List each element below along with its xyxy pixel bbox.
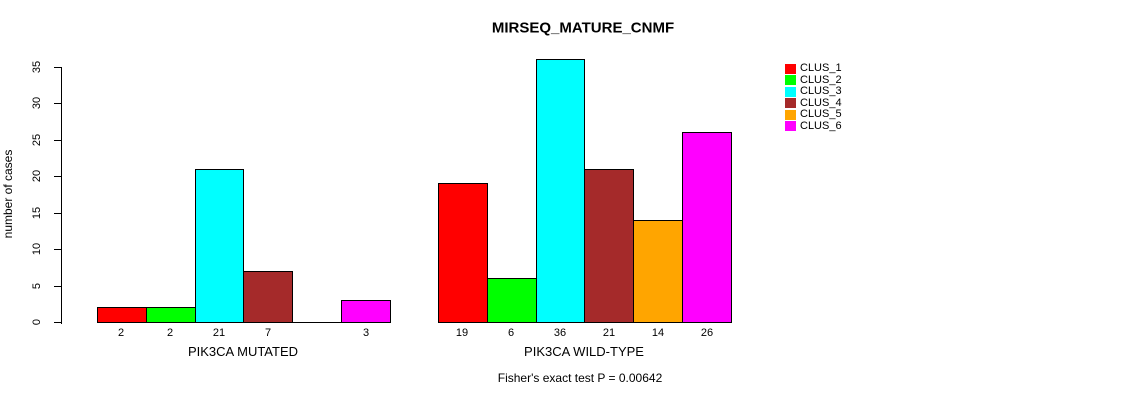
bar-value-label: 26 [700, 327, 714, 339]
y-tick-label: 35 [31, 60, 43, 74]
bar-value-label: 21 [602, 327, 616, 339]
legend-item: CLUS_3 [785, 86, 842, 97]
chart-title: MIRSEQ_MATURE_CNMF [491, 19, 675, 37]
y-tick-label: 15 [31, 206, 43, 220]
bar [682, 132, 732, 323]
legend-item: CLUS_5 [785, 109, 842, 120]
legend-item: CLUS_1 [785, 63, 842, 74]
bar [438, 183, 488, 323]
bar [195, 169, 244, 323]
bar [146, 307, 196, 323]
y-axis-tick [54, 67, 61, 68]
bar-value-label: 21 [212, 327, 226, 339]
bar [487, 278, 537, 323]
group-label: PIK3CA WILD-TYPE [524, 344, 644, 359]
bar [97, 307, 147, 323]
legend: CLUS_1 CLUS_2 CLUS_3 CLUS_4 CLUS_5 CLUS_6 [785, 0, 895, 145]
bar-value-label: 19 [455, 327, 469, 339]
y-tick-label: 0 [31, 318, 43, 326]
legend-swatch [785, 86, 796, 97]
y-axis-tick [54, 249, 61, 250]
y-axis-tick [54, 213, 61, 214]
legend-label: CLUS_4 [800, 96, 842, 109]
bar-value-label: 36 [553, 327, 567, 339]
bar [243, 271, 293, 323]
bar [536, 59, 585, 323]
legend-label: CLUS_2 [800, 73, 842, 86]
legend-label: CLUS_6 [800, 119, 842, 132]
y-tick-label: 5 [31, 282, 43, 290]
y-tick-label: 30 [31, 96, 43, 110]
y-tick-label: 25 [31, 133, 43, 147]
bar-value-label: 6 [507, 327, 515, 339]
legend-item: CLUS_2 [785, 73, 842, 86]
y-axis-tick [54, 140, 61, 141]
bar-value-label: 2 [166, 327, 174, 339]
group-label: PIK3CA MUTATED [187, 344, 299, 359]
y-axis-tick [54, 103, 61, 104]
legend-swatch [785, 121, 796, 131]
legend-swatch [785, 75, 796, 85]
bar-value-label: 7 [264, 327, 272, 339]
bar-value-label: 2 [117, 327, 125, 339]
y-axis-tick [54, 176, 61, 177]
bar-value-label: 3 [362, 327, 370, 339]
legend-item: CLUS_6 [785, 119, 842, 132]
legend-item: CLUS_4 [785, 96, 842, 109]
legend-swatch [785, 109, 796, 120]
bar [584, 169, 634, 323]
legend-label: CLUS_3 [800, 85, 842, 97]
bar-zero [292, 322, 342, 323]
y-tick-label: 10 [31, 242, 43, 256]
legend-label: CLUS_5 [800, 108, 842, 120]
legend-swatch [785, 63, 796, 74]
bar [633, 220, 683, 323]
fisher-test-annotation: Fisher's exact test P = 0.00642 [497, 371, 663, 385]
y-axis-line [61, 67, 62, 324]
legend-swatch [785, 98, 796, 108]
y-axis-tick [54, 286, 61, 287]
y-axis-tick [54, 322, 61, 323]
bar [341, 300, 391, 323]
legend-label: CLUS_1 [800, 62, 842, 74]
y-tick-label: 20 [31, 169, 43, 183]
bar-value-label: 14 [651, 327, 665, 339]
